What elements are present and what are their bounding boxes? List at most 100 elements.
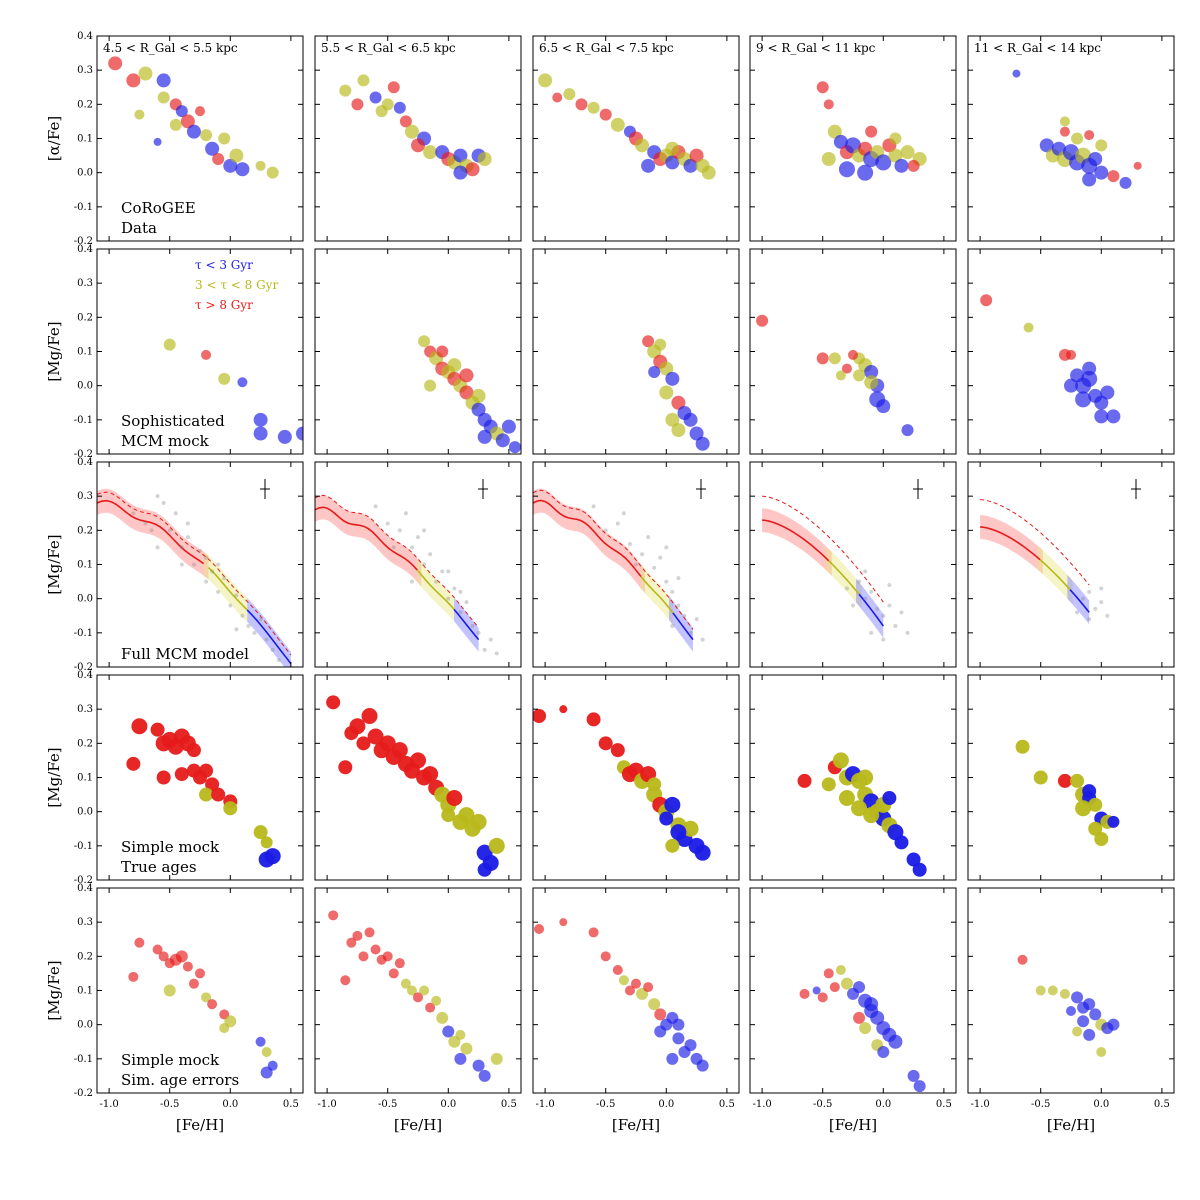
data-point [185,535,190,540]
data-point [610,743,625,758]
data-point [1087,589,1092,594]
panel-frame [532,248,740,455]
plot-area [533,488,705,652]
data-point [340,975,351,986]
data-point [155,494,160,499]
data-point [394,958,405,969]
data-point [235,162,250,177]
y-tick-label: 0.3 [77,917,93,928]
data-point [180,114,195,129]
data-point [191,562,196,567]
data-point [229,148,244,163]
data-point [1082,172,1097,187]
data-point [821,152,836,166]
data-point [857,579,862,584]
data-point [436,1011,449,1024]
data-point [409,579,414,584]
data-point [212,153,225,165]
data-point [1064,378,1078,393]
data-point [470,624,475,628]
row-label: Simple mock [121,1051,220,1069]
data-point [1099,600,1104,605]
data-point [853,981,866,994]
data-point [894,835,909,850]
data-point [1089,1008,1102,1021]
data-point [664,545,669,550]
data-point [598,736,613,751]
data-point [1093,606,1098,611]
data-point [1017,954,1028,965]
data-point [833,134,848,149]
data-point [419,985,430,996]
data-point [848,349,858,360]
data-point [618,975,629,986]
data-point [869,589,874,594]
data-point [416,535,420,540]
legend-entry: τ < 3 Gyr [195,258,253,272]
y-axis-label: [α/Fe] [45,116,63,161]
data-point [853,369,866,382]
data-point [859,1022,872,1035]
model-dashed-line [315,494,479,629]
data-point [411,138,425,153]
row-label: Simple mock [121,838,220,856]
data-point [823,968,834,979]
data-point [1107,1018,1120,1031]
data-point [339,84,352,97]
data-point [150,722,165,737]
x-axis-label: [Fe/H] [176,1116,224,1134]
data-point [1033,770,1048,785]
data-point [835,370,846,381]
data-point [211,787,226,802]
plot-area [534,918,709,1072]
data-point [453,148,468,163]
data-point [624,985,635,996]
data-point [326,695,341,710]
data-point [1057,773,1072,788]
data-point [671,423,686,438]
data-point [695,436,710,451]
data-point [888,148,903,163]
data-point [349,718,366,735]
data-point [659,361,674,376]
y-tick-label: 0.1 [77,134,93,145]
data-point [179,562,184,567]
data-point [672,1018,685,1031]
data-point [338,760,353,775]
data-point [158,951,169,962]
panel-r4-c5 [967,674,1175,881]
data-point [441,808,456,823]
data-point [538,73,553,88]
data-point [659,385,674,400]
y-tick-label: 0.2 [77,738,93,749]
data-point [477,429,492,444]
data-point [654,1008,667,1021]
data-point [1075,391,1092,408]
plot-area [980,294,1121,424]
data-point [440,569,445,574]
data-point [869,630,874,635]
data-point [587,101,600,114]
data-point [865,125,878,138]
data-point [534,924,545,934]
panel-r4-c3 [532,674,740,881]
x-tick-label: 0.0 [222,1099,238,1110]
data-point [665,412,680,427]
data-point [533,709,547,723]
data-point [821,777,836,792]
data-point [841,363,852,374]
plot-area [980,499,1110,625]
data-point [131,718,148,735]
panel-r5-c5: -1.0 -0.5 0.0 0.5 [Fe/H] [967,887,1175,1134]
data-point [870,1010,885,1025]
data-point [887,603,892,608]
data-point [253,412,268,427]
data-point [465,162,480,177]
row-label: MCM mock [121,432,210,450]
data-point [817,992,828,1003]
data-point [126,756,141,771]
panel-r1-c2: 5.5 < R_Gal < 6.5 kpc [314,35,522,242]
data-point [875,606,880,611]
data-point [264,848,281,865]
plot-area [128,937,278,1079]
